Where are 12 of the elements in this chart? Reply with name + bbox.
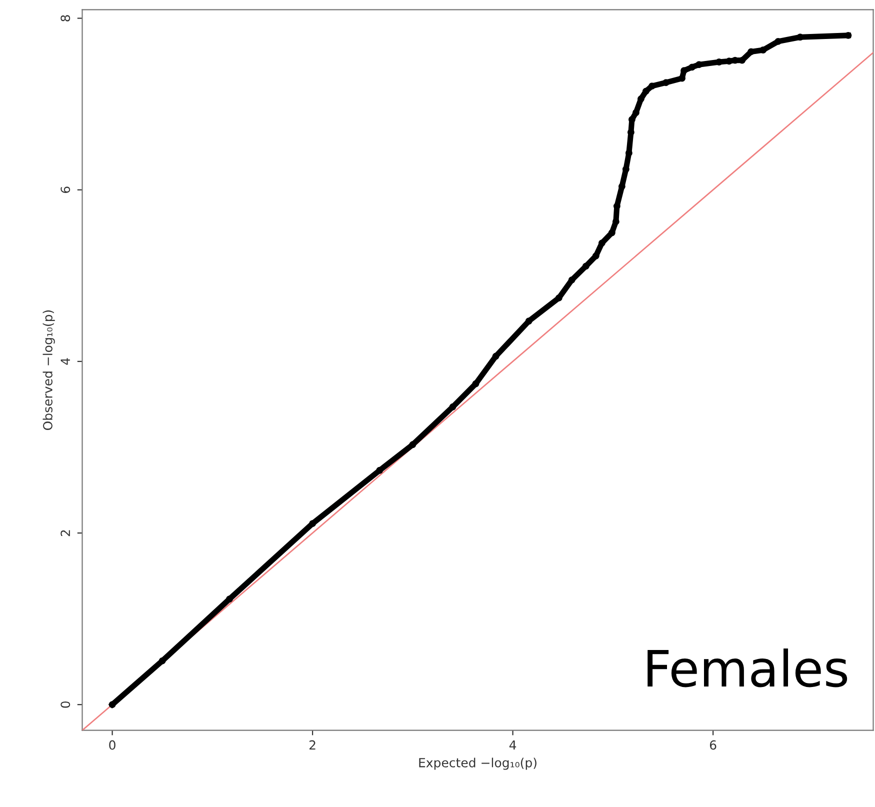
y-tick-label: 0 [60,701,70,708]
x-axis-title: Expected −log₁₀(p) [419,758,536,770]
x-tick-label: 0 [109,740,116,750]
annotation: Females [648,648,848,688]
y-tick-label: 2 [60,530,70,536]
y-tick-label: 6 [60,186,70,193]
y-tick-label: 4 [60,358,70,365]
x-tick-label: 2 [309,740,316,750]
y-axis-title: Observed −log₁₀(p) [42,310,55,430]
x-tick-label: 4 [509,740,516,750]
y-tick-label: 8 [60,15,70,22]
x-tick-label: 6 [710,740,716,750]
